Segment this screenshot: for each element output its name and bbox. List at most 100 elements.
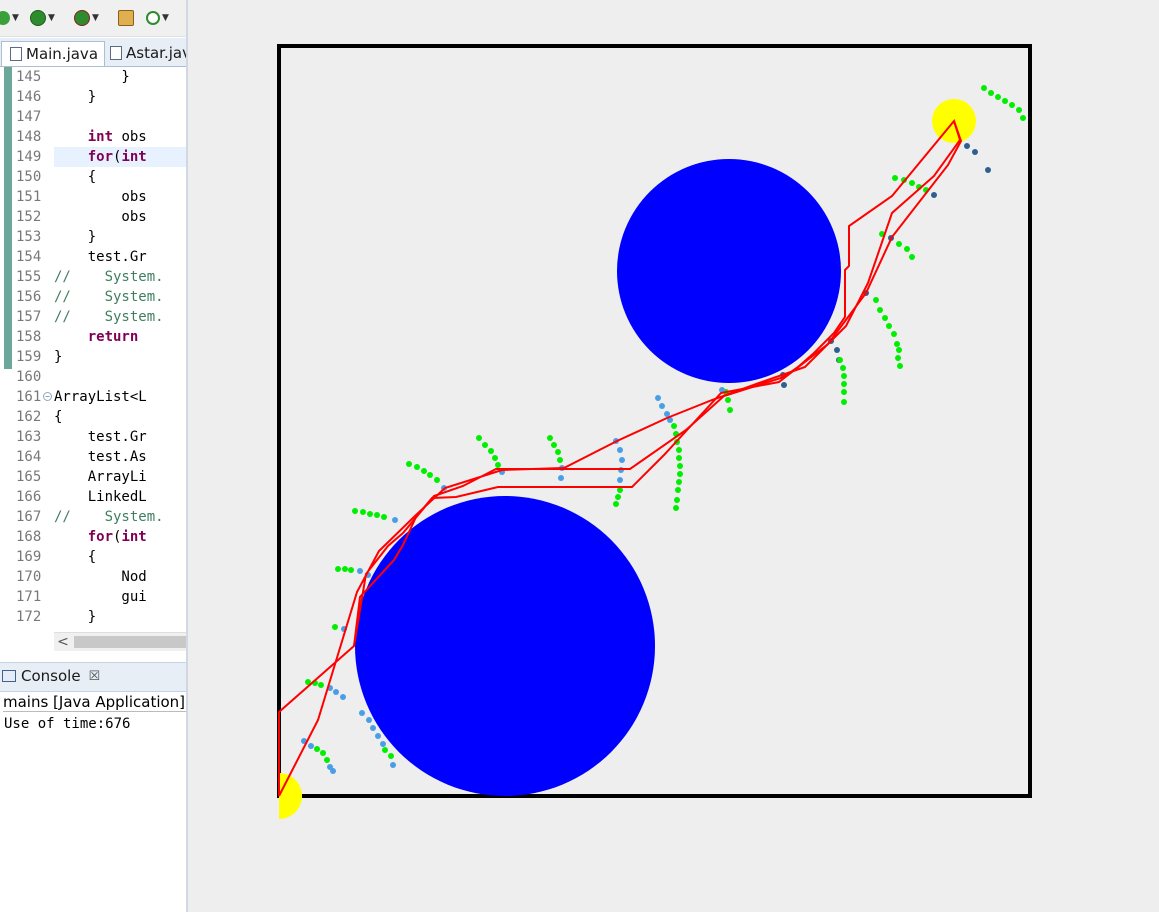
code-editor[interactable]: 145 } 146 } 147 148 int obs 149 for(int 150 {… — [0, 67, 187, 632]
tab-main-java[interactable]: Main.java — [1, 41, 106, 66]
frontier-dot — [667, 417, 673, 423]
code-token: } — [54, 229, 97, 245]
code-line[interactable]: 157 // System. — [0, 307, 187, 327]
code-line[interactable]: 147 — [0, 107, 187, 127]
close-icon[interactable]: ☒ — [88, 668, 101, 684]
code-line[interactable]: 155 // System. — [0, 267, 187, 287]
code-line[interactable]: 162 { — [0, 407, 187, 427]
code-line[interactable]: 158 return — [0, 327, 187, 347]
map-boundary — [277, 44, 1032, 798]
scroll-thumb[interactable] — [74, 636, 187, 648]
code-text: // System. — [54, 507, 187, 527]
run-icon[interactable]: ▼ — [30, 8, 55, 28]
code-line[interactable]: 169 { — [0, 547, 187, 567]
tab-console[interactable]: Console ☒ — [2, 667, 100, 685]
line-number: 170 — [16, 569, 42, 585]
code-text: return — [54, 327, 187, 347]
line-number: 162 — [16, 409, 42, 425]
debug-icon[interactable]: ▼ — [0, 8, 19, 28]
code-line[interactable]: 150 { — [0, 167, 187, 187]
path-planning-canvas — [188, 0, 1159, 912]
frontier-dot — [655, 395, 661, 401]
code-line[interactable]: 166 LinkedL — [0, 487, 187, 507]
code-line[interactable]: 149 for(int — [0, 147, 187, 167]
code-line[interactable]: 151 obs — [0, 187, 187, 207]
frontier-dot — [380, 741, 386, 747]
code-text: test.Gr — [54, 247, 187, 267]
code-token — [54, 149, 88, 165]
frontier-dot — [873, 297, 879, 303]
frontier-dot — [340, 694, 346, 700]
code-line[interactable]: 152 obs — [0, 207, 187, 227]
code-text: ArrayList<L — [54, 387, 187, 407]
frontier-dot — [877, 307, 883, 313]
code-token: test.Gr — [54, 429, 147, 445]
frontier-dot — [1016, 107, 1022, 113]
code-text: // System. — [54, 307, 187, 327]
frontier-dot — [892, 175, 898, 181]
frontier-dot — [617, 447, 623, 453]
code-line[interactable]: 153 } — [0, 227, 187, 247]
code-line[interactable]: 148 int obs — [0, 127, 187, 147]
code-token: } — [54, 609, 97, 625]
code-line[interactable]: 165 ArrayLi — [0, 467, 187, 487]
console-tabbar: Console ☒ — [0, 662, 187, 692]
frontier-dot — [676, 455, 682, 461]
code-line[interactable]: 171 gui — [0, 587, 187, 607]
frontier-dot — [492, 455, 498, 461]
frontier-dot — [676, 447, 682, 453]
code-text: test.Gr — [54, 427, 187, 447]
frontier-dot — [841, 389, 847, 395]
refresh-icon[interactable]: ▼ — [146, 8, 169, 28]
code-token: } — [54, 89, 97, 105]
frontier-dot — [988, 90, 994, 96]
frontier-dot — [931, 192, 937, 198]
code-line[interactable]: 159} — [0, 347, 187, 367]
code-token: obs — [113, 129, 147, 145]
code-line[interactable]: 145 } — [0, 67, 187, 87]
code-token — [54, 329, 88, 345]
code-text: gui — [54, 587, 187, 607]
frontier-dot — [985, 167, 991, 173]
frontier-dot — [388, 753, 394, 759]
tab-astar-java[interactable]: Astar.java — [102, 41, 187, 65]
fold-toggle-icon[interactable]: − — [43, 392, 52, 401]
frontier-dot — [558, 475, 564, 481]
frontier-dot — [673, 505, 679, 511]
frontier-dot — [366, 717, 372, 723]
eclipse-ide: ▼ ▼ ▼ ▼ Main.java Astar.java 145 }146 }1… — [0, 0, 187, 912]
scroll-left-icon[interactable]: < — [57, 634, 69, 650]
frontier-dot — [617, 477, 623, 483]
code-line[interactable]: 172 } — [0, 607, 187, 627]
external-tools-icon[interactable]: ▼ — [74, 8, 99, 28]
line-number: 159 — [16, 349, 42, 365]
code-token: { — [54, 169, 97, 185]
code-token: int — [121, 529, 147, 545]
pane-divider[interactable] — [186, 0, 188, 912]
horizontal-scrollbar[interactable]: < — [54, 632, 187, 651]
code-line[interactable]: 167 // System. — [0, 507, 187, 527]
code-text: LinkedL — [54, 487, 187, 507]
frontier-dot — [367, 511, 373, 517]
code-token: test.Gr — [54, 249, 147, 265]
code-line[interactable]: 161− ArrayList<L — [0, 387, 187, 407]
code-line[interactable]: 163 test.Gr — [0, 427, 187, 447]
package-icon[interactable] — [118, 8, 134, 28]
code-line[interactable]: 170 Nod — [0, 567, 187, 587]
frontier-dot — [320, 750, 326, 756]
code-line[interactable]: 146 } — [0, 87, 187, 107]
code-line[interactable]: 168 for(int — [0, 527, 187, 547]
code-line[interactable]: 164 test.As — [0, 447, 187, 467]
code-line[interactable]: 156 // System. — [0, 287, 187, 307]
frontier-dot — [1002, 98, 1008, 104]
code-line[interactable]: 154 test.Gr — [0, 247, 187, 267]
code-text: } — [54, 87, 187, 107]
line-number: 166 — [16, 489, 42, 505]
frontier-dot — [370, 725, 376, 731]
code-token: int — [87, 129, 114, 145]
frontier-dot — [381, 514, 387, 520]
code-line[interactable]: 160 — [0, 367, 187, 387]
line-number: 151 — [16, 189, 42, 205]
frontier-dot — [882, 315, 888, 321]
frontier-dot — [406, 461, 412, 467]
